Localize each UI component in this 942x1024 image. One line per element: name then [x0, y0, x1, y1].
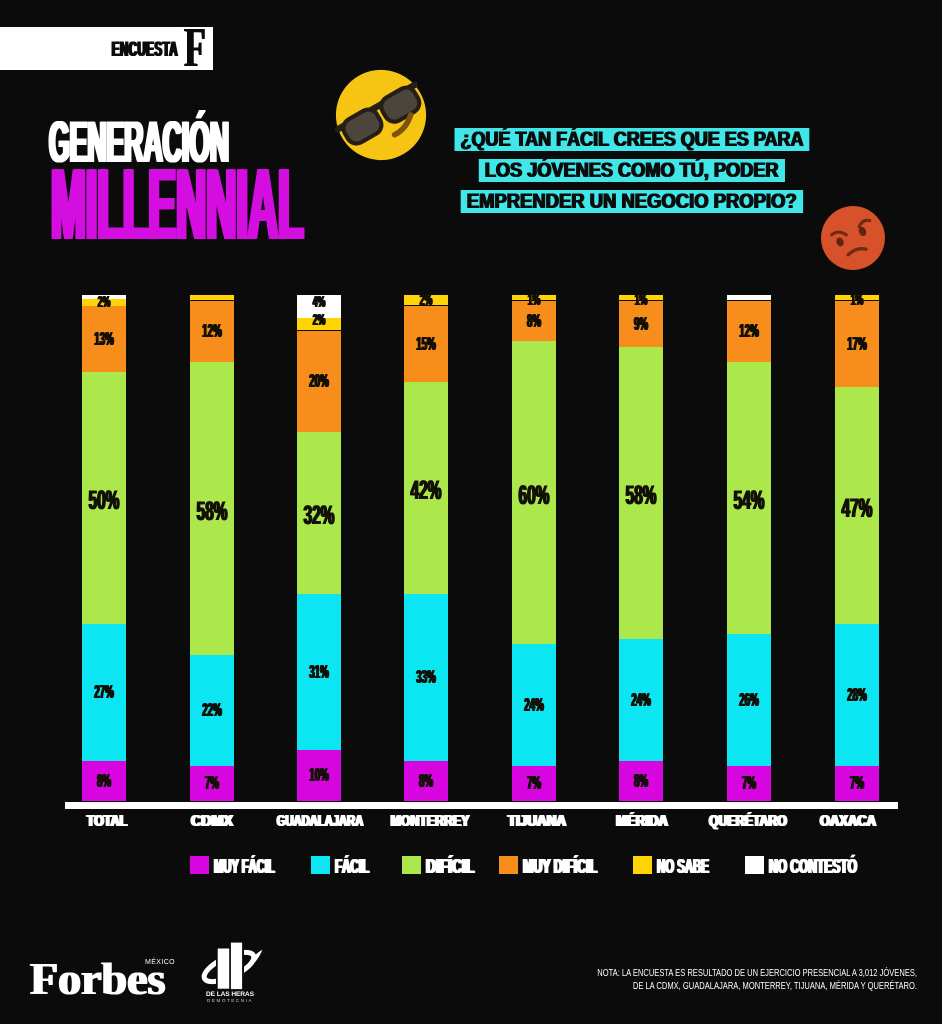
svg-text:DE LAS HERAS: DE LAS HERAS	[206, 991, 255, 998]
svg-text:DEMOTECNIA: DEMOTECNIA	[207, 998, 253, 1003]
